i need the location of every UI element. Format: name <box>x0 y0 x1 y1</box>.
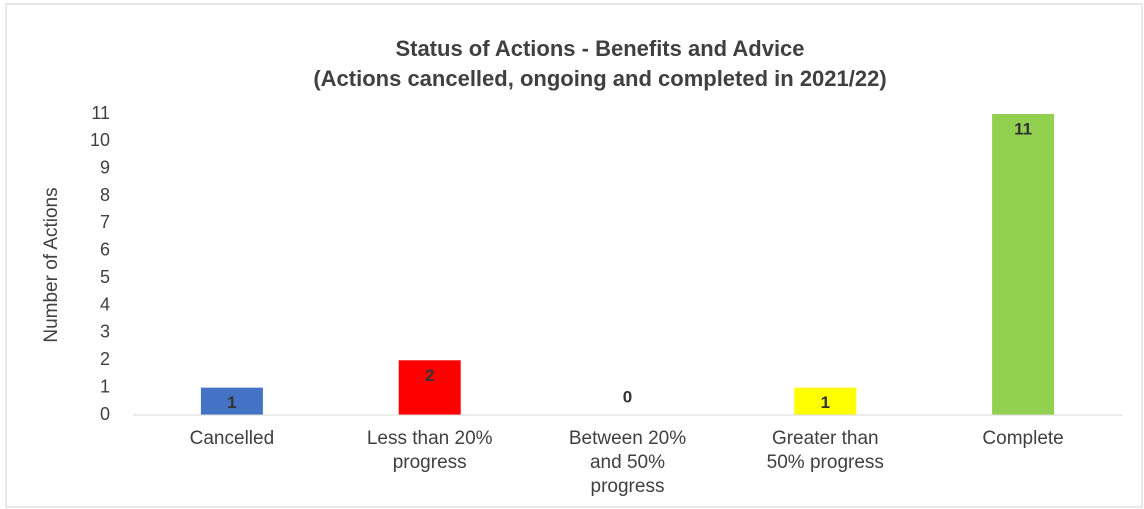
y-tick-label: 10 <box>90 130 110 150</box>
y-tick-label: 0 <box>100 404 110 424</box>
x-tick-label: Less than 20% progress <box>366 428 493 473</box>
y-tick-label: 6 <box>100 240 110 260</box>
bar <box>794 387 857 415</box>
bar <box>992 114 1055 415</box>
x-tick-label: Greater than 50% progress <box>766 428 884 473</box>
data-label: 1 <box>227 393 236 412</box>
y-tick-label: 8 <box>100 185 110 205</box>
y-tick-label: 5 <box>100 267 110 287</box>
data-label: 2 <box>425 366 434 385</box>
y-tick-label: 11 <box>91 103 110 123</box>
chart-title: Status of Actions - Benefits and Advice <box>395 36 804 61</box>
y-tick-label: 9 <box>100 157 110 177</box>
bar <box>200 387 263 415</box>
y-axis-label: Number of Actions <box>41 187 62 342</box>
data-label: 0 <box>623 387 632 406</box>
y-tick-label: 4 <box>100 294 110 314</box>
y-tick-label: 1 <box>100 376 110 396</box>
y-tick-label: 7 <box>100 212 110 232</box>
chart-frame <box>5 3 1143 508</box>
chart-subtitle: (Actions cancelled, ongoing and complete… <box>313 66 886 91</box>
y-tick-label: 2 <box>100 349 110 369</box>
bar <box>398 360 461 415</box>
data-label: 11 <box>1014 119 1032 138</box>
y-tick-label: 3 <box>100 322 110 342</box>
x-tick-label: Between 20% and 50% progress <box>568 428 687 497</box>
data-label: 1 <box>821 393 830 412</box>
x-tick-label: Complete <box>982 428 1064 449</box>
x-tick-label: Cancelled <box>189 428 275 449</box>
